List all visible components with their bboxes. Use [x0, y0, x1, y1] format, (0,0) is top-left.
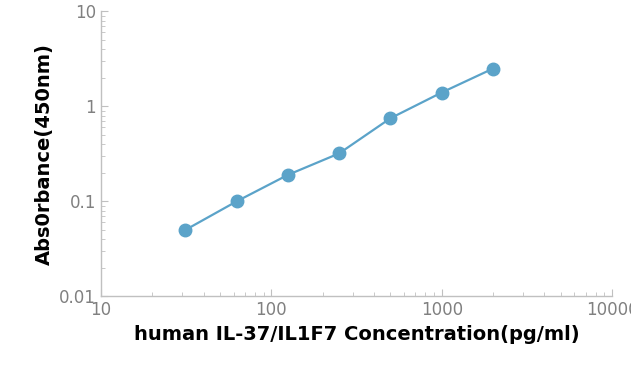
Y-axis label: Abs0rbance(450nm): Abs0rbance(450nm)	[35, 43, 54, 265]
X-axis label: human IL-37/IL1F7 Concentration(pg/ml): human IL-37/IL1F7 Concentration(pg/ml)	[134, 325, 579, 344]
